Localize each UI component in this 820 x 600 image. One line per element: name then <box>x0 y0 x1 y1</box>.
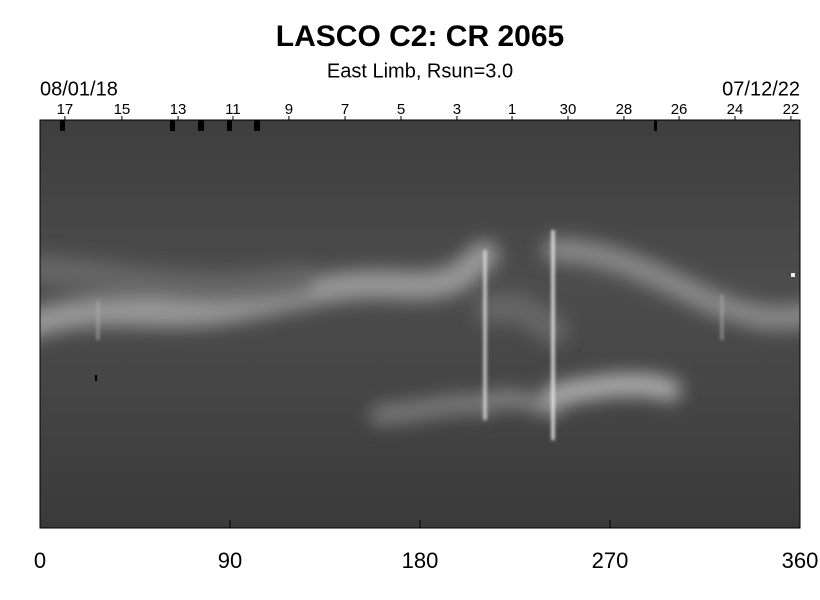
data-gaps <box>60 120 657 131</box>
x-tick-label: 360 <box>782 548 819 573</box>
day-tick-label: 28 <box>616 101 633 118</box>
day-tick-label: 13 <box>170 101 187 118</box>
x-tick-label: 270 <box>592 548 629 573</box>
day-tick-label: 1 <box>508 101 516 118</box>
start-date: 08/01/18 <box>40 78 118 100</box>
day-tick-label: 11 <box>225 101 241 118</box>
day-tick-label: 30 <box>560 101 577 118</box>
x-tick-label: 90 <box>218 548 242 573</box>
day-tick-label: 24 <box>727 101 744 118</box>
x-tick-label: 0 <box>34 548 46 573</box>
chart-title: LASCO C2: CR 2065 <box>276 20 564 53</box>
synoptic-map <box>40 120 800 528</box>
day-tick-label: 7 <box>341 101 349 118</box>
x-tick-label: 180 <box>402 548 439 573</box>
day-tick-label: 9 <box>285 101 293 118</box>
day-tick-label: 26 <box>671 101 688 118</box>
day-tick-label: 15 <box>114 101 131 118</box>
end-date: 07/12/22 <box>722 78 800 100</box>
day-tick-label: 22 <box>783 101 800 118</box>
day-tick-label: 3 <box>453 101 461 118</box>
chart-subtitle: East Limb, Rsun=3.0 <box>327 60 513 82</box>
day-tick-label: 5 <box>397 101 405 118</box>
day-tick-label: 17 <box>57 101 74 118</box>
